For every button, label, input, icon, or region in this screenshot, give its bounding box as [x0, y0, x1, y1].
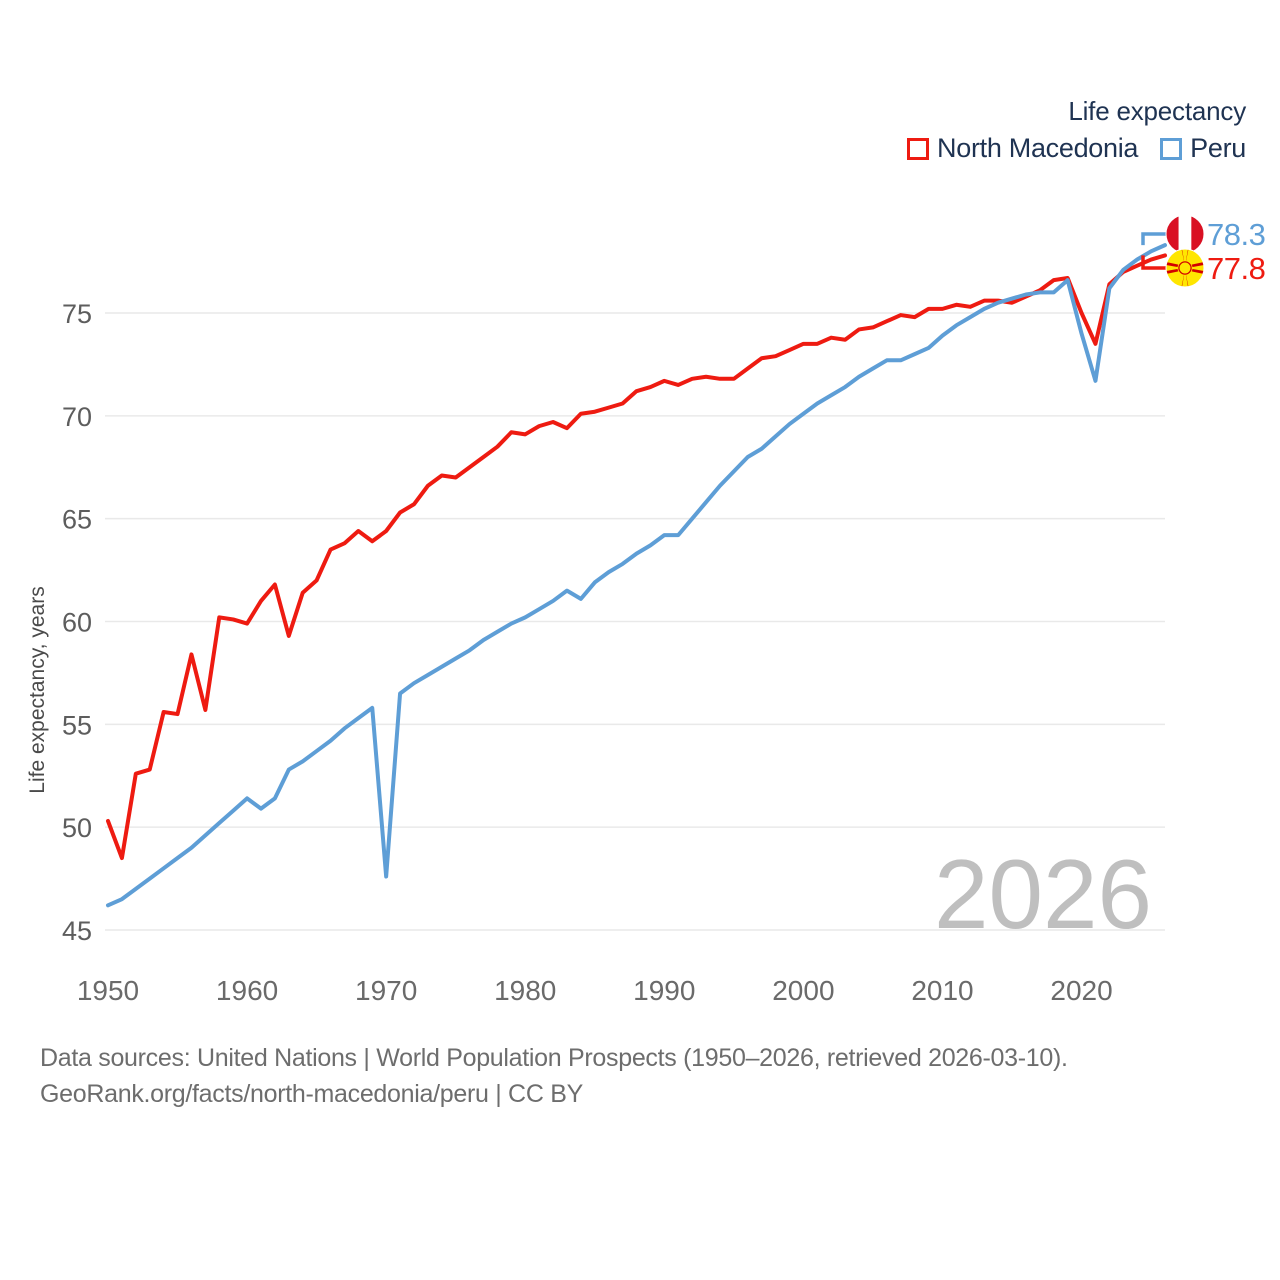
x-tick-label: 1960: [216, 975, 278, 1006]
legend-label-north-macedonia: North Macedonia: [937, 133, 1139, 164]
footer-sources: Data sources: United Nations | World Pop…: [40, 1040, 1220, 1113]
end-value-peru: 78.3: [1207, 217, 1265, 252]
peru-flag-icon: [1166, 215, 1204, 253]
series-line-north-macedonia: [106, 253, 1167, 861]
x-tick-label: 1990: [633, 975, 695, 1006]
year-watermark: 2026: [934, 839, 1152, 949]
x-tick-label: 2010: [911, 975, 973, 1006]
x-tick-label: 2020: [1050, 975, 1112, 1006]
y-tick-label: 50: [62, 813, 92, 843]
chart-legend: Life expectancy North Macedonia Peru: [907, 96, 1246, 164]
y-tick-label: 45: [62, 916, 92, 946]
north-macedonia-flag-icon: [1166, 249, 1204, 287]
y-axis-tick-labels: 45 50 55 60 65 70 75: [62, 299, 92, 946]
leader-line-peru: [1141, 232, 1167, 246]
gridlines: [105, 312, 1165, 931]
y-axis-title: Life expectancy, years: [26, 586, 49, 793]
x-tick-label: 1950: [77, 975, 139, 1006]
leader-line-north-macedonia: [1141, 255, 1167, 270]
y-tick-label: 65: [62, 505, 92, 535]
x-tick-label: 1970: [355, 975, 417, 1006]
y-tick-label: 55: [62, 710, 92, 740]
legend-item-north-macedonia[interactable]: North Macedonia: [907, 133, 1138, 164]
y-tick-label: 60: [62, 608, 92, 638]
legend-swatch-peru: [1160, 137, 1183, 160]
footer-line-1: Data sources: United Nations | World Pop…: [40, 1044, 1068, 1072]
legend-title: Life expectancy: [1068, 96, 1246, 126]
x-axis-tick-labels: 1950 1960 1970 1980 1990 2000 2010 2020: [77, 975, 1113, 1006]
legend-swatch-north-macedonia: [907, 137, 930, 160]
series-line-peru: [106, 243, 1167, 908]
x-tick-label: 1980: [494, 975, 556, 1006]
end-value-north-macedonia: 77.8: [1207, 251, 1265, 286]
x-tick-label: 2000: [772, 975, 834, 1006]
y-tick-label: 70: [62, 402, 92, 432]
legend-items: North Macedonia Peru: [907, 133, 1246, 164]
series-lines: [106, 243, 1167, 908]
legend-item-peru[interactable]: Peru: [1160, 133, 1246, 164]
y-tick-label: 75: [62, 299, 92, 329]
footer-line-2: GeoRank.org/facts/north-macedonia/peru |…: [40, 1080, 583, 1109]
legend-label-peru: Peru: [1190, 133, 1246, 164]
end-labels: 78.377.8: [1141, 215, 1266, 287]
